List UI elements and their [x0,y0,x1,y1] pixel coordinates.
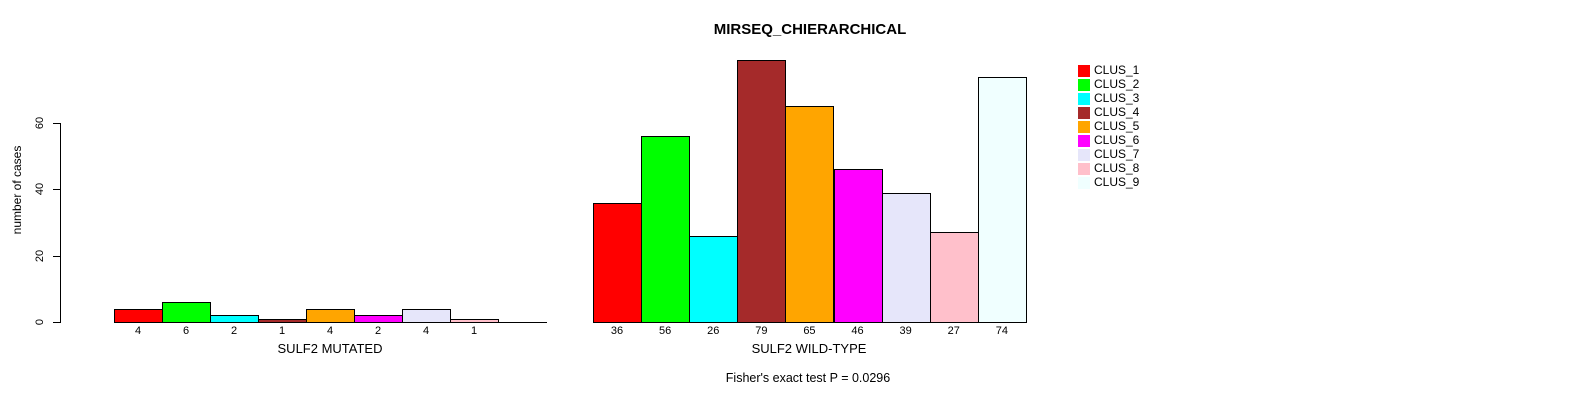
legend-label: CLUS_7 [1094,147,1140,161]
legend-item-clus_5: CLUS_5 [1078,120,1139,133]
y-axis-title: number of cases [10,145,24,235]
legend-swatch-icon [1078,92,1090,105]
bar-value-label: 39 [899,325,912,337]
fisher-test-annotation: Fisher's exact test P = 0.0296 [725,371,891,385]
bar-clus_2 [162,302,211,323]
y-axis-tick-label: 60 [33,116,46,130]
legend-item-clus_9: CLUS_9 [1078,176,1139,189]
bar-value-label: 26 [707,325,720,337]
legend-label: CLUS_3 [1094,91,1140,105]
bar-value-label: 74 [995,325,1008,337]
legend-label: CLUS_8 [1094,161,1140,175]
bar-value-label: 2 [230,325,238,337]
bar-clus_3 [689,236,739,323]
legend-item-clus_2: CLUS_2 [1078,78,1139,91]
bar-value-label: 6 [182,325,190,337]
legend-item-clus_7: CLUS_7 [1078,148,1139,161]
y-axis-line [60,123,61,323]
legend-label: CLUS_9 [1094,175,1140,189]
bar-value-label: 4 [422,325,430,337]
bar-value-label: 1 [278,325,286,337]
legend-swatch-icon [1078,120,1090,133]
bar-clus_2 [641,136,691,323]
legend-label: CLUS_5 [1094,119,1140,133]
bar-clus_3 [210,315,259,323]
bar-clus_4 [258,319,307,323]
legend-item-clus_1: CLUS_1 [1078,64,1139,77]
legend-swatch-icon [1078,64,1090,77]
bar-clus_4 [737,60,787,323]
legend-label: CLUS_2 [1094,77,1140,91]
bar-value-label: 2 [374,325,382,337]
legend-swatch-icon [1078,106,1090,119]
y-axis-tick-label: 0 [33,318,46,326]
bar-clus_6 [833,169,883,323]
bar-clus_9 [977,77,1027,323]
bar-value-label: 27 [947,325,960,337]
y-axis-tick-label: 20 [33,249,46,262]
legend-swatch-icon [1078,162,1090,175]
legend-item-clus_8: CLUS_8 [1078,162,1139,175]
legend-item-clus_4: CLUS_4 [1078,106,1139,119]
bar-value-label: 4 [326,325,334,337]
y-axis-tick [53,255,61,257]
xlabel-wildtype: SULF2 WILD-TYPE [751,341,867,356]
y-axis-tick [53,189,61,191]
bar-clus_7 [402,309,451,323]
bar-value-label: 4 [134,325,142,337]
bar-clus_7 [881,193,931,323]
bar-value-label: 46 [851,325,864,337]
bar-clus_5 [785,106,835,323]
y-axis-tick [53,123,61,124]
bar-value-label: 56 [659,325,672,337]
bar-value-label: 79 [755,325,768,337]
legend-item-clus_6: CLUS_6 [1078,134,1139,147]
legend-swatch-icon [1078,78,1090,91]
legend-item-clus_3: CLUS_3 [1078,92,1139,105]
legend-label: CLUS_4 [1094,105,1140,119]
bar-value-label: 1 [470,325,478,337]
bar-clus_6 [354,315,403,323]
bar-clus_1 [114,309,163,323]
bar-clus_8 [450,319,499,323]
legend-swatch-icon [1078,176,1090,189]
xlabel-mutated: SULF2 MUTATED [277,341,383,356]
legend-label: CLUS_6 [1094,133,1140,147]
bar-clus_1 [593,203,643,323]
legend-label: CLUS_1 [1094,63,1140,77]
bar-value-label: 65 [803,325,816,337]
legend-swatch-icon [1078,148,1090,161]
bar-clus_8 [929,232,979,323]
bar-clus_5 [306,309,355,323]
chart-title: MIRSEQ_CHIERARCHICAL [713,21,907,38]
y-axis-tick-label: 40 [33,183,46,196]
y-axis-tick [53,322,61,323]
bar-value-label: 36 [610,325,624,337]
legend-swatch-icon [1078,134,1090,147]
